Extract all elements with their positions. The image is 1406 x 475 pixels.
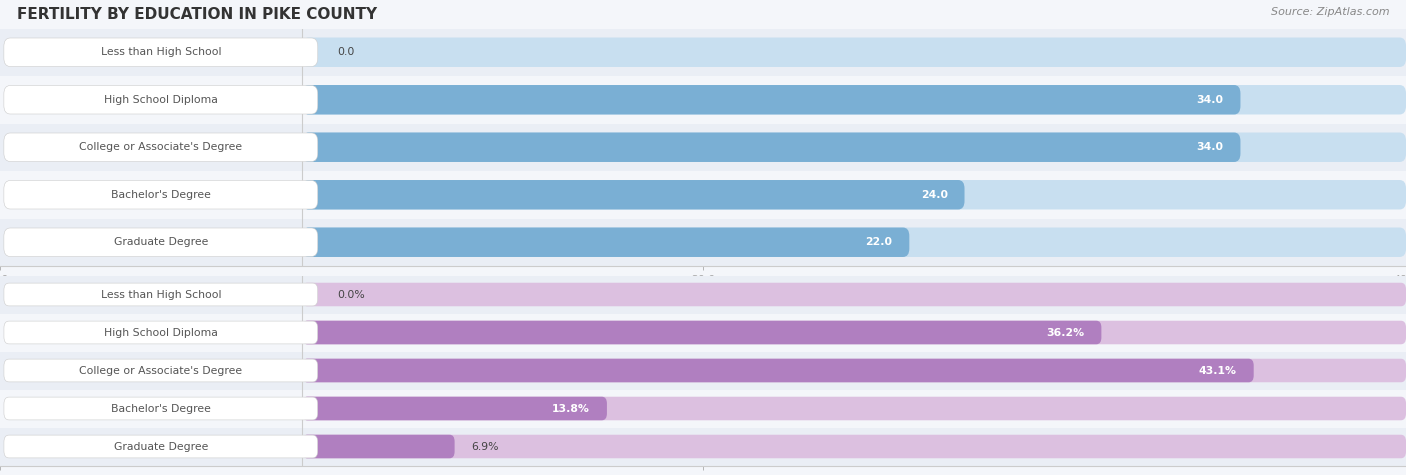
FancyBboxPatch shape (302, 180, 1406, 209)
Text: Graduate Degree: Graduate Degree (114, 441, 208, 452)
FancyBboxPatch shape (4, 283, 318, 306)
Text: 36.2%: 36.2% (1046, 327, 1084, 338)
FancyBboxPatch shape (302, 85, 1240, 114)
FancyBboxPatch shape (302, 133, 1240, 162)
FancyBboxPatch shape (4, 86, 318, 114)
FancyBboxPatch shape (4, 38, 318, 66)
Text: 43.1%: 43.1% (1199, 365, 1237, 376)
Text: Less than High School: Less than High School (101, 289, 221, 300)
FancyBboxPatch shape (4, 397, 318, 420)
Text: 0.0%: 0.0% (337, 289, 366, 300)
Bar (0, 276, 1406, 314)
Text: High School Diploma: High School Diploma (104, 327, 218, 338)
Bar (0, 124, 1406, 171)
FancyBboxPatch shape (4, 435, 318, 458)
Text: High School Diploma: High School Diploma (104, 95, 218, 105)
FancyBboxPatch shape (4, 133, 318, 162)
Text: 22.0: 22.0 (866, 237, 893, 247)
Text: 34.0: 34.0 (1197, 142, 1223, 152)
Text: 13.8%: 13.8% (553, 403, 591, 414)
FancyBboxPatch shape (302, 321, 1406, 344)
Bar (0, 428, 1406, 466)
FancyBboxPatch shape (302, 180, 965, 209)
Text: Bachelor's Degree: Bachelor's Degree (111, 190, 211, 200)
FancyBboxPatch shape (302, 359, 1254, 382)
FancyBboxPatch shape (302, 283, 1406, 306)
FancyBboxPatch shape (302, 435, 1406, 458)
FancyBboxPatch shape (302, 228, 910, 257)
Text: College or Associate's Degree: College or Associate's Degree (79, 365, 242, 376)
FancyBboxPatch shape (302, 397, 1406, 420)
FancyBboxPatch shape (302, 397, 607, 420)
Text: Bachelor's Degree: Bachelor's Degree (111, 403, 211, 414)
FancyBboxPatch shape (302, 359, 1406, 382)
Bar (0, 352, 1406, 390)
Text: College or Associate's Degree: College or Associate's Degree (79, 142, 242, 152)
Bar (0, 76, 1406, 124)
Text: 24.0: 24.0 (921, 190, 948, 200)
FancyBboxPatch shape (302, 321, 1101, 344)
Bar (0, 171, 1406, 218)
Text: FERTILITY BY EDUCATION IN PIKE COUNTY: FERTILITY BY EDUCATION IN PIKE COUNTY (17, 7, 377, 22)
Text: 0.0: 0.0 (337, 47, 354, 57)
Bar (0, 28, 1406, 76)
Text: Source: ZipAtlas.com: Source: ZipAtlas.com (1271, 7, 1389, 17)
FancyBboxPatch shape (302, 85, 1406, 114)
FancyBboxPatch shape (4, 180, 318, 209)
FancyBboxPatch shape (4, 321, 318, 344)
Bar (0, 314, 1406, 352)
FancyBboxPatch shape (302, 228, 1406, 257)
FancyBboxPatch shape (4, 359, 318, 382)
FancyBboxPatch shape (302, 133, 1406, 162)
FancyBboxPatch shape (302, 38, 1406, 67)
Text: Graduate Degree: Graduate Degree (114, 237, 208, 247)
Text: 6.9%: 6.9% (471, 441, 499, 452)
Bar (0, 218, 1406, 266)
Text: 34.0: 34.0 (1197, 95, 1223, 105)
FancyBboxPatch shape (4, 228, 318, 256)
Text: Less than High School: Less than High School (101, 47, 221, 57)
FancyBboxPatch shape (302, 435, 454, 458)
Bar (0, 390, 1406, 428)
